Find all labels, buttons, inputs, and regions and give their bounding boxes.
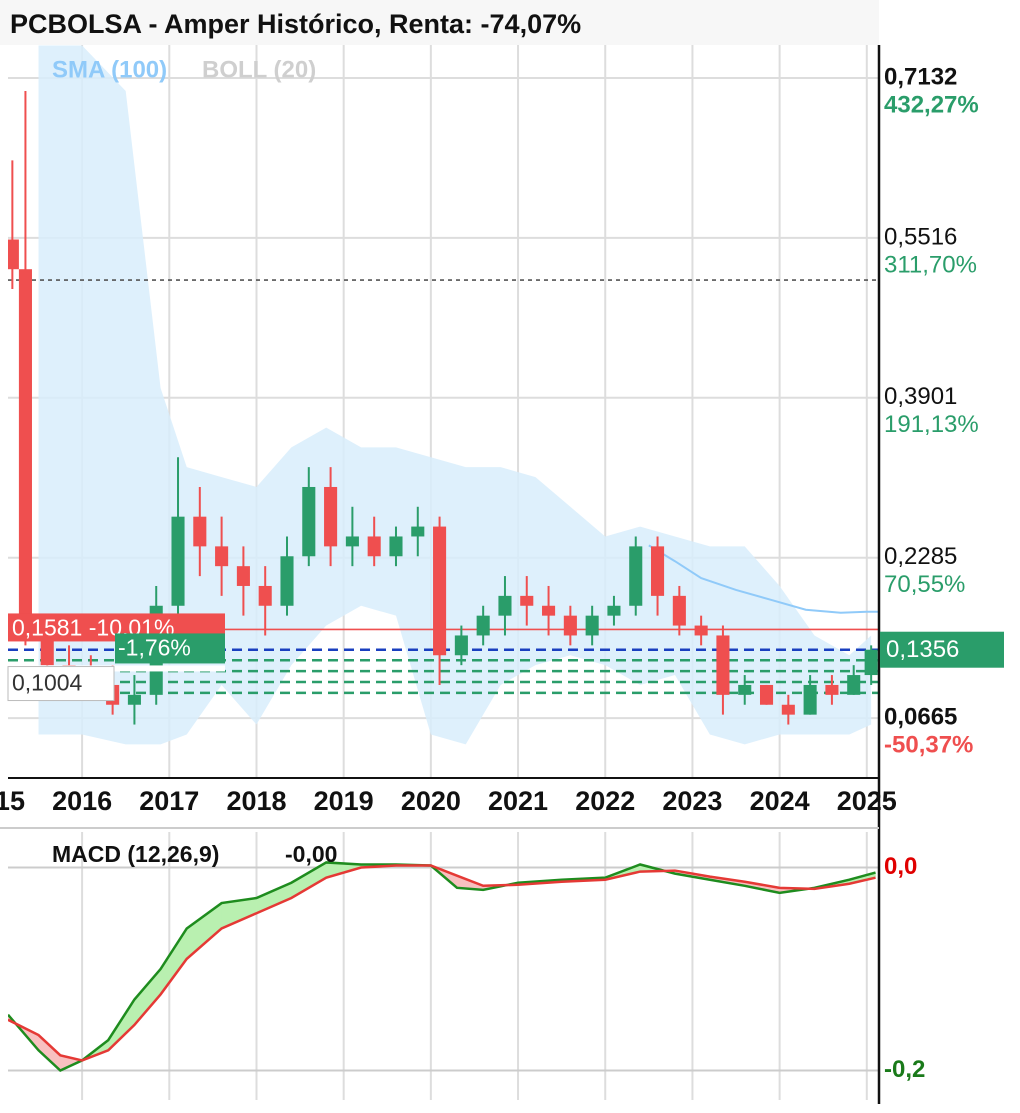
candle-body [280, 556, 294, 606]
candle-body [585, 615, 599, 636]
candle-body [411, 526, 425, 537]
candle-body [629, 546, 643, 606]
candle-body [864, 649, 878, 676]
candle-body [18, 269, 32, 636]
candle-body [40, 635, 54, 666]
candle-body [454, 635, 468, 656]
y-tick-pct: 432,27% [884, 91, 979, 118]
candle-body [302, 486, 316, 557]
candle-body [193, 516, 207, 547]
candle-body [803, 684, 817, 715]
price-label: -1,76% [118, 635, 191, 661]
macd-tick-label: -0,2 [884, 1056, 925, 1083]
candle-body [215, 546, 229, 567]
x-tick-label: 2025 [837, 786, 897, 816]
y-tick-label: 0,2285 [884, 543, 957, 570]
candle-body [8, 239, 19, 270]
candle-body [847, 675, 861, 695]
macd-title: MACD (12,26,9) [52, 841, 219, 867]
candle-body [651, 546, 665, 596]
y-tick-pct: 311,70% [884, 251, 977, 278]
legend-boll: BOLL (20) [202, 56, 316, 83]
price-label: 0,1004 [12, 670, 83, 696]
candle-body [498, 595, 512, 616]
x-tick-label: 2022 [575, 786, 635, 816]
candle-body [781, 704, 795, 715]
x-tick-label: 2020 [401, 786, 461, 816]
price-label-box [115, 633, 225, 664]
price-label-box [8, 665, 225, 672]
y-tick-label: 0,3901 [884, 383, 957, 410]
x-tick-label: 2023 [662, 786, 722, 816]
macd-plot [8, 832, 879, 1100]
candle-body [738, 684, 752, 695]
axis-background [880, 45, 1020, 1108]
last-price-label: 0,1356 [886, 636, 959, 663]
candle-body [542, 605, 556, 616]
candle-body [716, 635, 730, 695]
candle-body [520, 595, 534, 606]
candle-body [563, 615, 577, 636]
candle-body [672, 595, 686, 626]
macd-current: -0,00 [285, 841, 337, 867]
price-label-box [7, 666, 115, 702]
candle-body [127, 694, 141, 705]
x-tick-label: 2017 [139, 786, 199, 816]
candle-body [759, 684, 774, 705]
x-tick-label: 2021 [488, 786, 548, 816]
macd-tick-label: 0,0 [884, 853, 917, 880]
candle-body [236, 566, 250, 586]
chart-title: PCBOLSA - Amper Histórico, Renta: -74,07… [10, 9, 581, 39]
y-tick-label: 0,5516 [884, 223, 957, 250]
candle-body [825, 684, 839, 695]
candle-body [607, 605, 621, 616]
candle-body [345, 536, 359, 547]
x-tick-label: 2016 [52, 786, 112, 816]
candle-body [171, 516, 185, 606]
y-tick-pct: 70,55% [884, 571, 965, 598]
price-plot [8, 45, 879, 778]
last-price-box [880, 631, 1004, 668]
y-tick-label: 0,0665 [884, 703, 957, 730]
candle-body [433, 526, 447, 656]
macd-line [8, 864, 876, 1062]
candle-body [476, 615, 490, 636]
x-tick-label: 2019 [314, 786, 374, 816]
x-tick-label: 2018 [226, 786, 286, 816]
x-tick-label: 2024 [750, 786, 810, 816]
candle-body [324, 486, 338, 547]
candle-body [258, 585, 272, 606]
y-tick-pct: 191,13% [884, 411, 979, 438]
candle-body [389, 536, 403, 557]
y-tick-pct: -50,37% [884, 731, 973, 758]
candle-body [694, 625, 708, 636]
title-bar [0, 0, 879, 45]
candle-body [367, 536, 381, 557]
sma-line [648, 544, 879, 614]
x-tick-label: 2015 [0, 786, 25, 816]
y-tick-label: 0,7132 [884, 63, 957, 90]
legend-sma: SMA (100) [52, 56, 167, 83]
